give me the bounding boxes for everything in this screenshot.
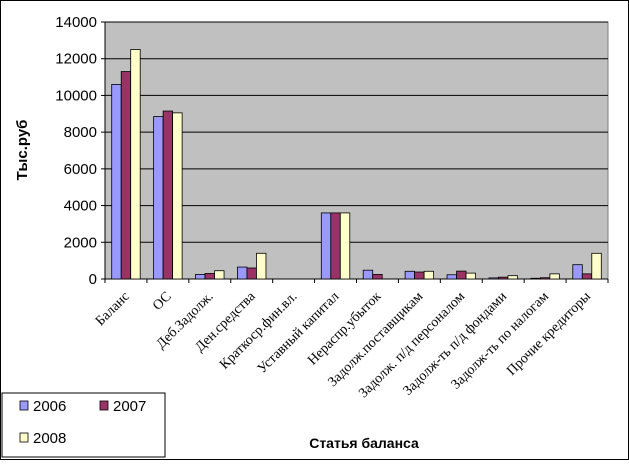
bar-2006 [320, 212, 332, 280]
bar-2007 [414, 271, 425, 280]
bars [111, 49, 602, 280]
bar-2008 [507, 275, 518, 280]
bar-2007 [120, 71, 132, 280]
bar-2007 [581, 273, 593, 280]
y-tick-label: 4000 [64, 198, 97, 215]
plot-background [104, 21, 609, 280]
legend-swatch-2008 [19, 432, 29, 443]
bar-2006 [572, 264, 583, 280]
bar-2008 [172, 112, 183, 280]
bar-2007 [330, 212, 341, 280]
bar-2006 [404, 270, 416, 280]
bar-2007 [456, 270, 467, 280]
legend-label-2006: 2006 [33, 398, 66, 415]
bar-2007 [372, 274, 383, 280]
axes: 0 2000 4000 6000 8000 10000 12000 14000 [55, 14, 609, 288]
bar-2006 [111, 84, 122, 280]
bar-2008 [465, 272, 476, 280]
bar-2007 [498, 276, 509, 280]
y-tick-label: 0 [89, 271, 97, 288]
bar-2007 [539, 277, 551, 280]
bar-2006 [488, 277, 499, 280]
bar-2007 [204, 273, 215, 280]
x-axis-title: Статья баланса [309, 435, 419, 451]
legend-box [1, 392, 166, 458]
bar-2006 [362, 269, 374, 280]
y-tick-label: 2000 [64, 234, 97, 251]
bar-2007 [162, 110, 174, 280]
bar-2007 [246, 267, 257, 280]
bar-2006 [237, 266, 248, 280]
y-tick-label: 10000 [55, 87, 97, 104]
bar-2008 [214, 270, 225, 280]
bar-2008 [423, 270, 435, 280]
y-tick-label: 14000 [55, 14, 97, 31]
legend: 2006 2007 2008 [1, 392, 166, 458]
bar-2008 [339, 212, 351, 280]
y-axis-title: Тыс.руб [14, 120, 31, 181]
y-tick-label: 12000 [55, 51, 97, 68]
bar-2006 [153, 116, 164, 280]
legend-swatch-2006 [19, 400, 29, 411]
bar-2006 [530, 277, 541, 280]
legend-label-2008: 2008 [33, 430, 66, 447]
legend-swatch-2007 [99, 400, 109, 411]
bar-2006 [195, 274, 206, 280]
bar-2008 [130, 49, 141, 280]
bar-2006 [446, 274, 457, 280]
legend-label-2007: 2007 [113, 398, 146, 415]
y-tick-label: 6000 [64, 161, 97, 178]
bar-2008 [549, 273, 560, 280]
bar-2008 [591, 252, 602, 280]
y-tick-label: 8000 [64, 124, 97, 141]
bar-2008 [256, 252, 267, 280]
plot-area [104, 21, 609, 280]
